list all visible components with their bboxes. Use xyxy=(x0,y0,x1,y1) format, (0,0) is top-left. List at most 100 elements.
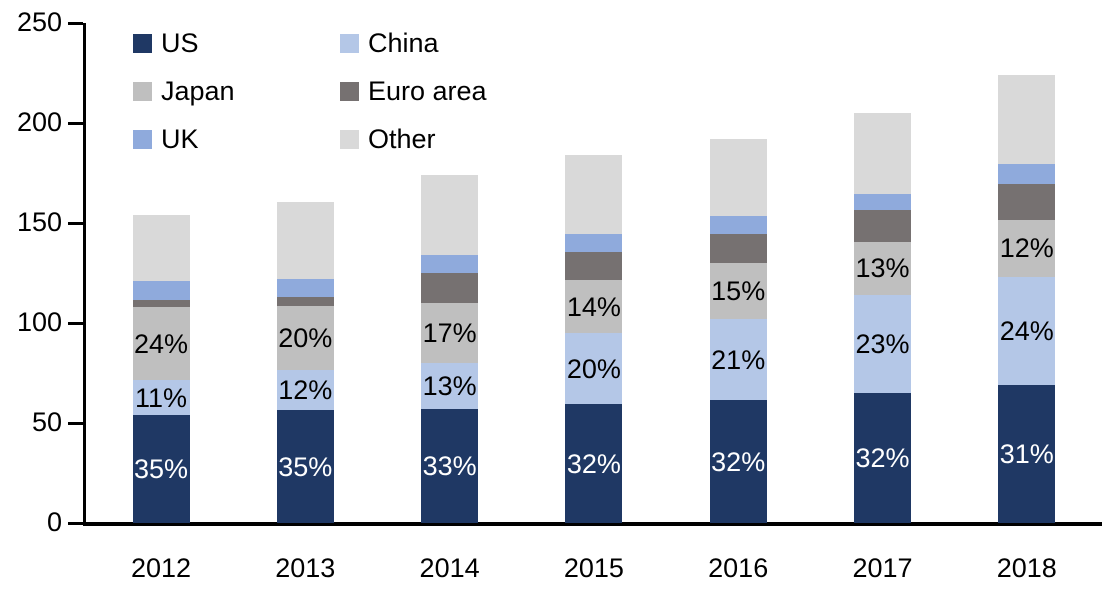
bar-segment-2017-uk xyxy=(854,194,911,210)
y-axis-tick-0 xyxy=(68,522,83,525)
legend-swatch-china-icon xyxy=(340,34,359,53)
bar-label-2012-china: 11% xyxy=(134,382,188,413)
bar-segment-2017-japan xyxy=(854,241,911,295)
bar-segment-2016-china xyxy=(709,319,767,400)
bar-segment-2014-japan xyxy=(421,303,479,363)
legend-label-us: US xyxy=(161,28,199,58)
y-axis-tick-150 xyxy=(68,222,83,225)
bar-segment-2015-us xyxy=(565,404,623,523)
bar-segment-2013-japan xyxy=(276,306,334,370)
bar-segment-2013-china xyxy=(276,370,334,410)
legend-label-japan: Japan xyxy=(161,76,235,106)
bar-segment-2012-other xyxy=(132,214,190,282)
bar-label-2012-japan: 24% xyxy=(133,328,189,359)
bar-segment-2016-other xyxy=(709,139,767,216)
bar-label-2016-japan: 15% xyxy=(711,276,766,306)
bar-label-2018-us: 31% xyxy=(999,439,1054,469)
x-axis-label-2015: 2015 xyxy=(563,553,624,583)
bar-label-2017-us: 32% xyxy=(855,443,910,473)
bar-segment-2013-us xyxy=(276,410,334,523)
bar-segment-2012-japan xyxy=(132,307,190,380)
x-axis-line xyxy=(83,522,1102,526)
bar-segment-2017-china xyxy=(854,295,911,393)
x-axis-label-2014: 2014 xyxy=(419,553,480,583)
x-axis-label-2012: 2012 xyxy=(130,553,192,583)
bar-segment-2013-euro-area xyxy=(276,296,334,306)
y-axis-line xyxy=(83,23,86,525)
bar-segment-2015-euro-area xyxy=(565,252,623,280)
bar-label-2017-japan: 13% xyxy=(855,253,910,284)
bar-segment-2012-china xyxy=(132,380,190,415)
bar-segment-2012-uk xyxy=(132,281,190,301)
bar-segment-2016-us xyxy=(709,400,767,523)
y-axis-tick-200 xyxy=(68,122,83,125)
legend-label-euro-area: Euro area xyxy=(368,76,487,106)
bar-segment-2014-other xyxy=(421,174,479,255)
bar-label-2015-japan: 14% xyxy=(566,291,621,322)
bar-segment-2012-us xyxy=(132,415,190,523)
bar-label-2015-us: 32% xyxy=(566,448,621,479)
y-axis-label-0: 0 xyxy=(46,507,62,537)
bar-segment-2017-other xyxy=(854,112,911,194)
y-axis-tick-100 xyxy=(68,322,83,325)
legend-item-uk: UK xyxy=(133,126,199,153)
legend-item-other: Other xyxy=(340,126,436,153)
y-axis-label-150: 150 xyxy=(16,207,62,237)
bar-label-2015-china: 20% xyxy=(566,353,621,384)
bar-label-2013-us: 35% xyxy=(278,451,333,482)
bar-label-2016-china: 21% xyxy=(711,344,766,375)
legend-label-uk: UK xyxy=(161,124,199,154)
bar-segment-2015-uk xyxy=(565,233,623,253)
bar-label-2016-us: 32% xyxy=(711,446,766,477)
x-axis-label-2013: 2013 xyxy=(275,553,336,583)
bar-segment-2016-japan xyxy=(709,263,767,319)
bar-segment-2013-other xyxy=(276,201,334,279)
bar-label-2013-china: 12% xyxy=(278,375,333,405)
bar-segment-2015-china xyxy=(565,333,623,404)
legend-item-china: China xyxy=(340,30,439,57)
bar-segment-2018-uk xyxy=(998,163,1056,184)
legend-label-china: China xyxy=(368,28,439,58)
bar-segment-2012-euro-area xyxy=(132,300,190,308)
y-axis-label-100: 100 xyxy=(16,307,62,337)
bar-segment-2018-us xyxy=(998,385,1056,523)
bar-label-2017-china: 23% xyxy=(855,329,910,359)
bar-segment-2015-japan xyxy=(565,280,623,333)
bar-segment-2015-other xyxy=(565,154,623,234)
bar-label-2018-china: 24% xyxy=(999,315,1054,346)
legend-item-japan: Japan xyxy=(133,78,235,105)
bar-segment-2016-uk xyxy=(709,216,767,234)
bar-segment-2017-euro-area xyxy=(854,210,911,242)
y-axis-label-250: 250 xyxy=(16,7,62,37)
bar-segment-2018-euro-area xyxy=(998,183,1056,220)
bar-segment-2014-uk xyxy=(421,254,479,274)
legend-item-euro-area: Euro area xyxy=(340,78,487,105)
x-axis-label-2018: 2018 xyxy=(996,553,1057,583)
bar-segment-2016-euro-area xyxy=(709,234,767,263)
y-axis-label-50: 50 xyxy=(31,407,62,437)
bar-segment-2017-us xyxy=(854,393,911,523)
y-axis-label-200: 200 xyxy=(16,107,62,137)
bar-label-2014-japan: 17% xyxy=(422,317,477,348)
bar-label-2014-us: 33% xyxy=(422,451,477,481)
legend-swatch-uk-icon xyxy=(133,130,152,149)
legend-label-other: Other xyxy=(368,124,436,154)
x-axis-label-2016: 2016 xyxy=(708,553,769,583)
legend-swatch-japan-icon xyxy=(133,82,152,101)
legend-swatch-euro-area-icon xyxy=(340,82,359,101)
x-axis-label-2017: 2017 xyxy=(852,553,913,583)
legend-item-us: US xyxy=(133,30,199,57)
bar-label-2013-japan: 20% xyxy=(278,323,333,353)
bar-segment-2018-japan xyxy=(998,219,1056,277)
bar-label-2012-us: 35% xyxy=(133,454,189,484)
y-axis-tick-50 xyxy=(68,422,83,425)
bar-label-2018-japan: 12% xyxy=(999,233,1054,264)
bar-segment-2018-other xyxy=(998,74,1056,164)
y-axis-tick-250 xyxy=(68,22,83,25)
bar-segment-2014-euro-area xyxy=(421,273,479,304)
legend-swatch-other-icon xyxy=(340,130,359,149)
bar-segment-2014-china xyxy=(421,362,479,409)
legend-swatch-us-icon xyxy=(133,34,152,53)
bar-segment-2013-uk xyxy=(276,278,334,297)
